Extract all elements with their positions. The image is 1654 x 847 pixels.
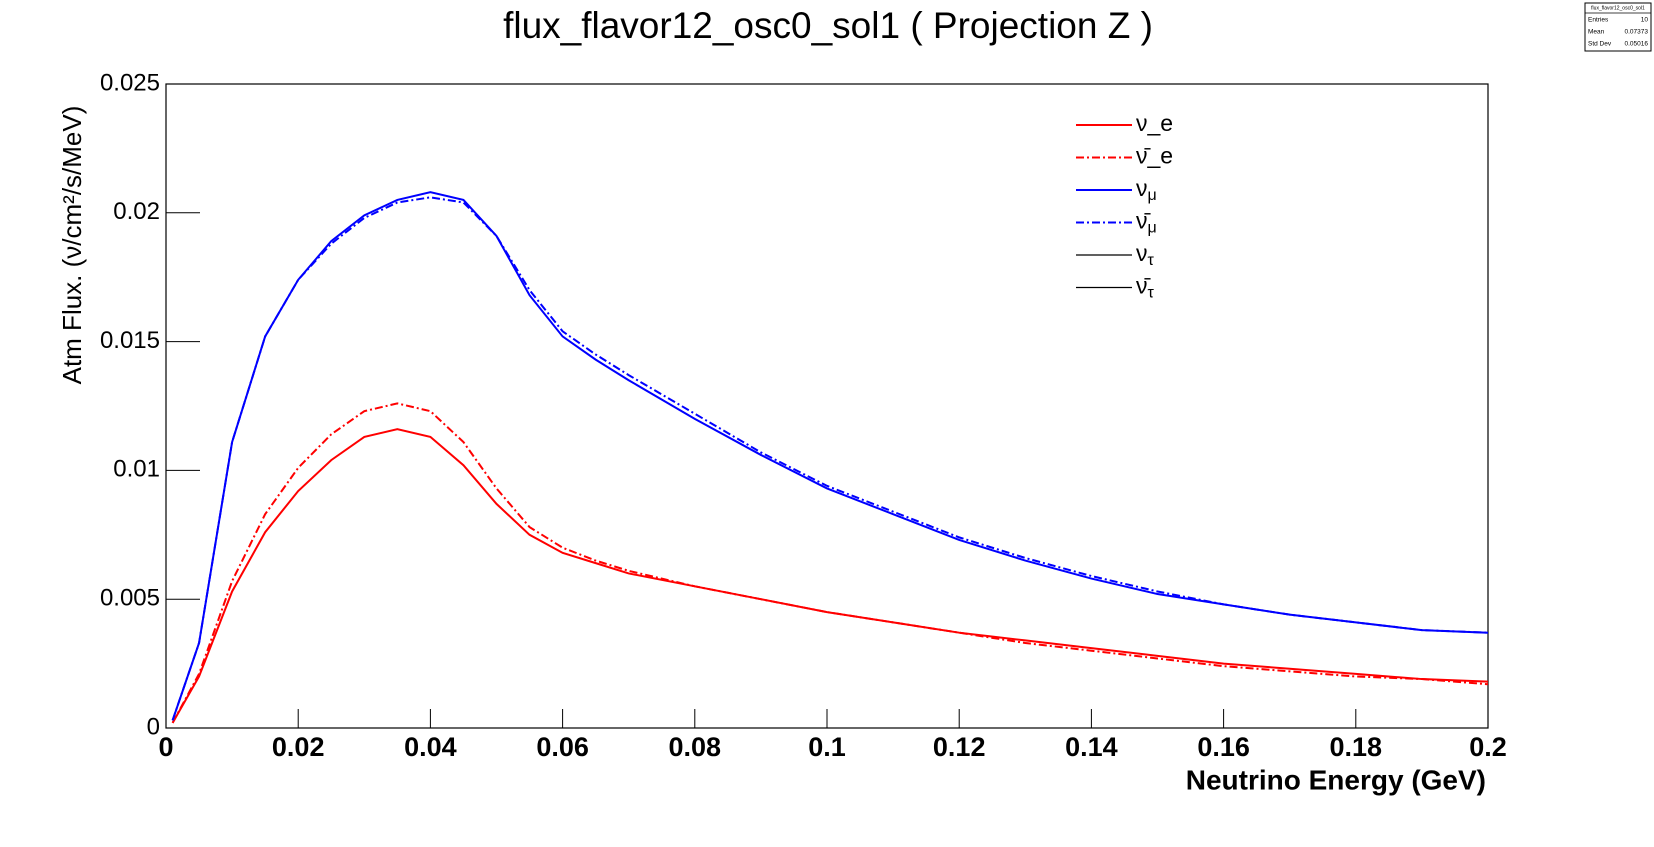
y-tick-label: 0.01	[113, 456, 160, 483]
x-tick-label: 0.1	[808, 732, 846, 762]
x-tick-label: 0.14	[1065, 732, 1118, 762]
stats-title: flux_flavor12_osc0_sol1	[1591, 5, 1645, 11]
series-line	[171, 191, 1489, 721]
x-tick-label: 0.08	[669, 732, 722, 762]
y-tick-label: 0.015	[100, 327, 160, 354]
legend-label: ν̄μ	[1136, 208, 1157, 237]
stats-value: 10	[1641, 17, 1649, 24]
x-tick-label: 0.12	[933, 732, 986, 762]
y-axis-label: Atm Flux. (ν/cm²/s/MeV)	[57, 106, 87, 385]
y-tick-label: 0.02	[113, 198, 160, 225]
legend-label: ντ	[1136, 240, 1155, 269]
plot-frame	[165, 83, 1489, 729]
y-tick-label: 0	[147, 713, 160, 740]
chart-title: flux_flavor12_osc0_sol1 ( Projection Z )	[503, 5, 1153, 46]
series-line	[171, 428, 1489, 724]
legend-label: ν̄τ	[1136, 273, 1155, 302]
stats-box	[1584, 2, 1652, 52]
x-tick-label: 0.02	[272, 732, 325, 762]
stats-value: 0.05016	[1625, 41, 1649, 48]
x-tick-label: 0.06	[536, 732, 589, 762]
legend-label: νμ	[1136, 175, 1157, 204]
legend-label: ν̄_e	[1136, 143, 1173, 169]
stats-value: 0.07373	[1625, 29, 1649, 36]
series-line	[171, 402, 1489, 724]
stats-label: Mean	[1588, 29, 1605, 36]
legend-label: ν_e	[1136, 110, 1173, 136]
stats-label: Std Dev	[1588, 41, 1612, 48]
x-tick-label: 0.2	[1469, 732, 1507, 762]
x-tick-label: 0.04	[404, 732, 457, 762]
y-tick-label: 0.005	[100, 585, 160, 612]
y-tick-label: 0.025	[100, 69, 160, 96]
x-axis-label: Neutrino Energy (GeV)	[1186, 764, 1486, 795]
x-tick-label: 0.16	[1197, 732, 1250, 762]
stats-label: Entries	[1588, 17, 1609, 24]
x-tick-label: 0.18	[1330, 732, 1383, 762]
x-tick-label: 0	[158, 732, 173, 762]
series-line	[171, 196, 1489, 721]
